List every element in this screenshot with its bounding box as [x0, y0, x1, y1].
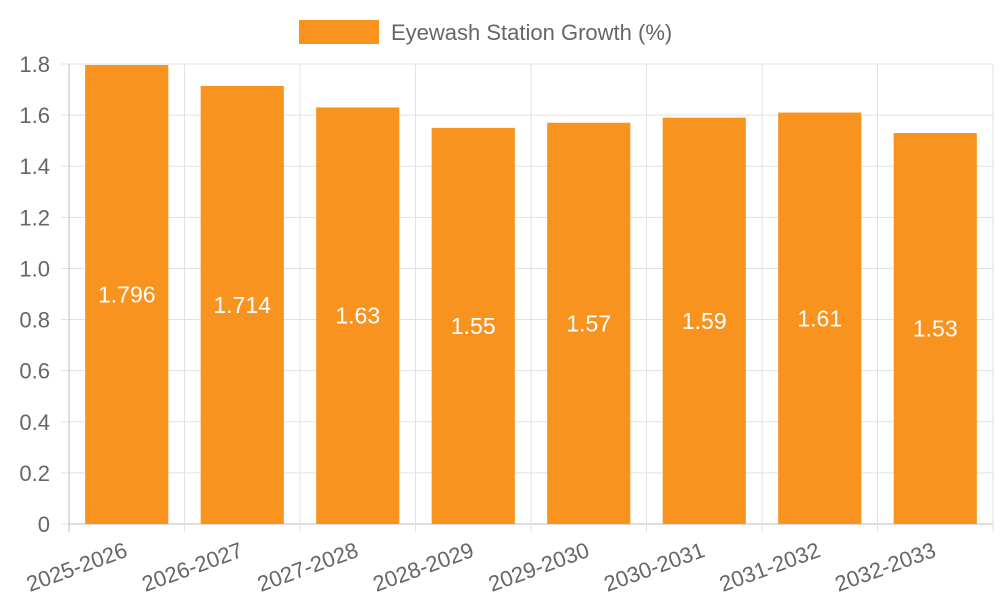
bar[interactable] — [200, 85, 284, 524]
data-label: 1.63 — [335, 303, 380, 329]
data-label: 1.53 — [913, 316, 958, 342]
bar[interactable] — [431, 127, 515, 524]
y-tick-label: 0.4 — [19, 410, 50, 435]
x-tick-label: 2029-2030 — [485, 537, 592, 596]
bar[interactable] — [316, 107, 400, 524]
y-axis: 0 0.2 0.4 0.6 0.8 1.0 1.2 1.4 1.6 1.8 — [19, 52, 69, 537]
data-label: 1.55 — [451, 313, 496, 339]
data-labels: 1.796 1.714 1.63 1.55 1.57 1.59 1.61 1.53 — [98, 282, 958, 342]
data-label: 1.796 — [98, 282, 156, 308]
bar[interactable] — [662, 117, 746, 525]
data-label: 1.57 — [566, 310, 611, 336]
data-label: 1.714 — [213, 292, 271, 318]
y-tick-label: 1.6 — [19, 103, 50, 128]
y-tick-label: 1.0 — [19, 256, 50, 281]
bar[interactable] — [893, 133, 977, 524]
y-tick-label: 1.4 — [19, 154, 50, 179]
y-tick-label: 1.8 — [19, 52, 50, 77]
bar[interactable] — [778, 112, 862, 525]
x-tick-label: 2026-2027 — [139, 537, 246, 596]
legend[interactable]: Eyewash Station Growth (%) — [299, 20, 672, 45]
data-label: 1.59 — [682, 308, 727, 334]
legend-swatch — [299, 20, 379, 44]
x-tick-label: 2027-2028 — [254, 537, 361, 596]
y-tick-label: 0.6 — [19, 359, 50, 384]
data-label: 1.61 — [797, 305, 842, 331]
y-tick-label: 0.2 — [19, 461, 50, 486]
x-tick-label: 2025-2026 — [23, 537, 130, 596]
x-tick-label: 2031-2032 — [716, 537, 823, 596]
legend-label: Eyewash Station Growth (%) — [391, 20, 672, 45]
y-tick-label: 1.2 — [19, 205, 50, 230]
y-tick-label: 0 — [38, 512, 50, 537]
y-tick-label: 0.8 — [19, 308, 50, 333]
x-tick-label: 2028-2029 — [370, 537, 477, 596]
x-tick-label: 2032-2033 — [832, 537, 939, 596]
x-tick-label: 2030-2031 — [601, 537, 708, 596]
bars — [85, 65, 977, 525]
x-axis: 2025-2026 2026-2027 2027-2028 2028-2029 2029… — [23, 537, 939, 596]
bar[interactable] — [85, 65, 169, 525]
bar[interactable] — [547, 122, 631, 525]
